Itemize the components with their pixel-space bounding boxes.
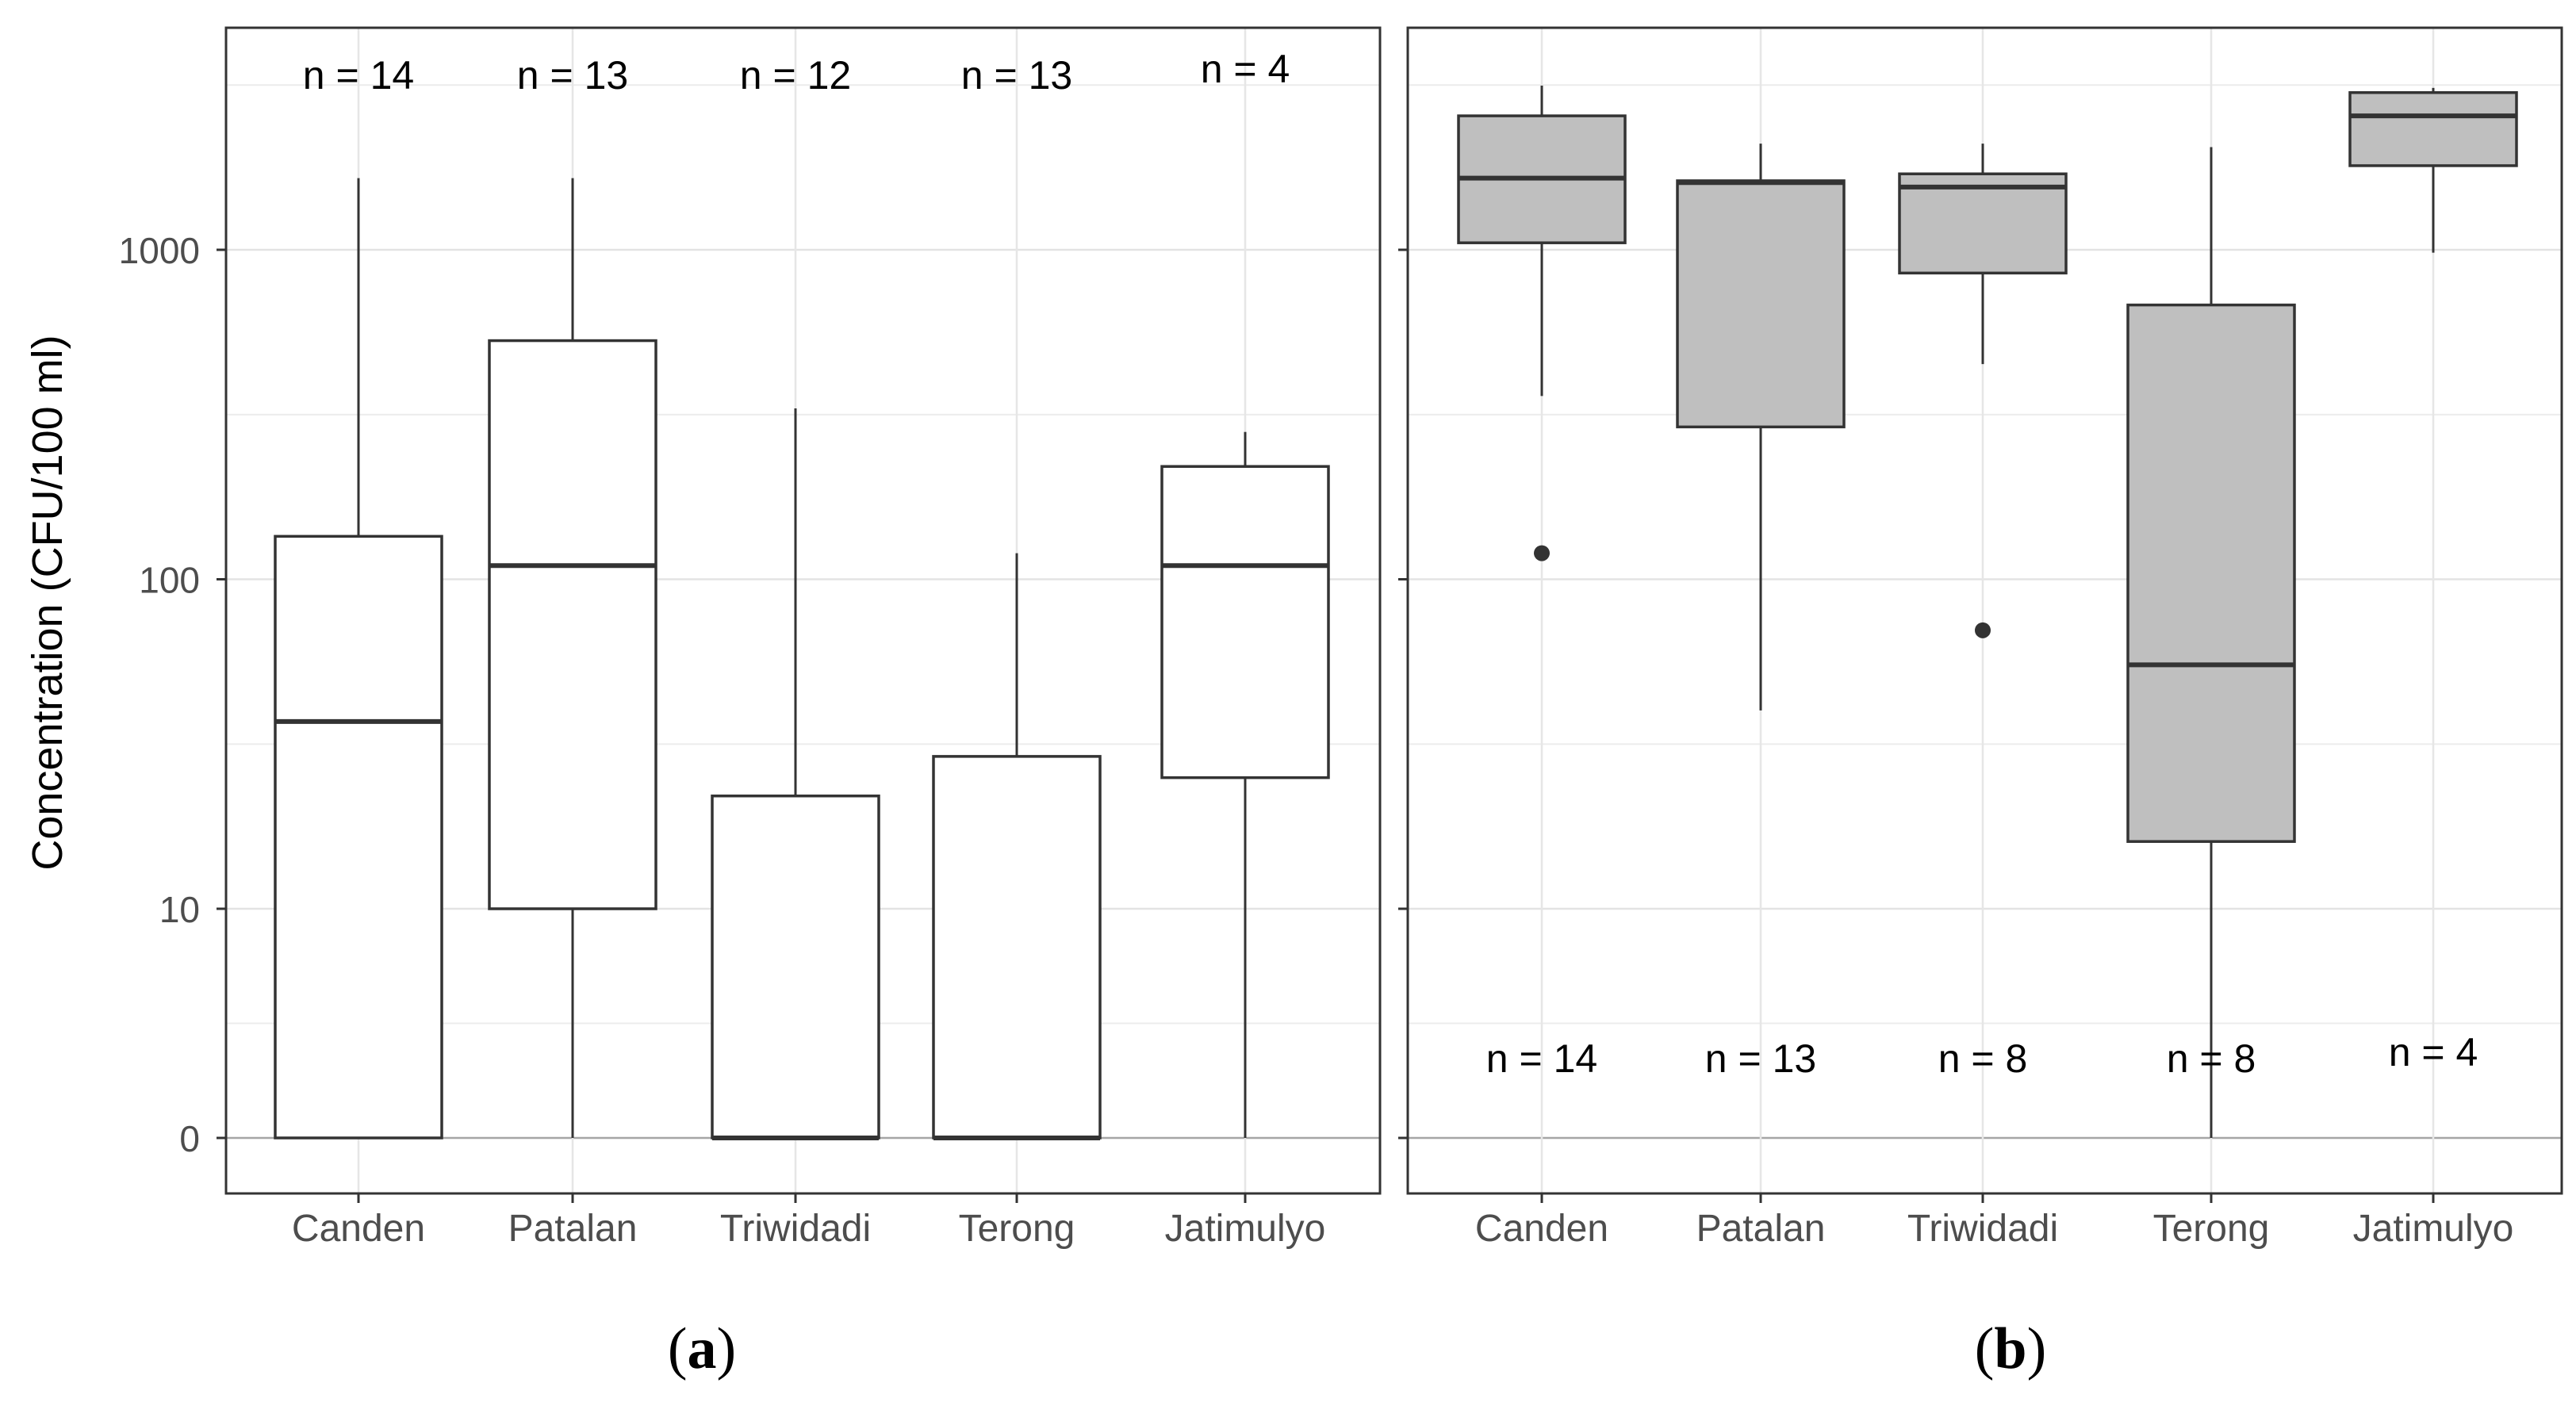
n-label-patalan: n = 13 [1705, 1036, 1816, 1081]
panel-a-letter: a [688, 1316, 717, 1381]
panel-a-frame [224, 26, 1382, 1195]
y-axis: 0 10 100 1000 [119, 230, 200, 1159]
panel-b-marks [1457, 85, 2518, 1138]
x-tick-label-triwidadi: Triwidadi [1907, 1208, 2058, 1250]
box-jatimulyo [2348, 87, 2518, 253]
x-tick-label-triwidadi: Triwidadi [720, 1208, 871, 1250]
x-tick-label-patalan: Patalan [508, 1208, 638, 1250]
box-patalan [1676, 144, 1846, 711]
box-rect [488, 339, 657, 910]
panel-b-plot: n = 14 n = 13 n = 8 n = 8 n = 4 Canden Patala… [1398, 26, 2563, 1250]
y-tick-label-0: 0 [179, 1118, 200, 1159]
y-tick-label-1000: 1000 [119, 230, 200, 271]
box-rect [2126, 303, 2296, 843]
n-label-terong: n = 13 [961, 53, 1072, 98]
n-label-jatimulyo: n = 4 [2389, 1030, 2478, 1074]
x-tick-label-canden: Canden [1475, 1208, 1608, 1250]
outlier-point [1534, 545, 1550, 561]
panel-a-caption: (a) [668, 1316, 736, 1381]
panel-b-letter: b [1994, 1316, 2026, 1381]
y-tick-label-100: 100 [139, 560, 200, 601]
y-axis-title: Concentration (CFU/100 ml) [24, 335, 71, 870]
n-label-triwidadi: n = 12 [740, 53, 851, 98]
n-label-canden: n = 14 [1486, 1036, 1597, 1081]
n-label-canden: n = 14 [303, 53, 414, 98]
box-canden [274, 178, 443, 1140]
box-rect [1898, 172, 2068, 275]
box-rect [2348, 91, 2518, 167]
n-label-patalan: n = 13 [517, 53, 628, 98]
n-label-jatimulyo: n = 4 [1201, 47, 1290, 91]
box-patalan [488, 178, 657, 1138]
panel-b-n-labels: n = 14 n = 13 n = 8 n = 8 n = 4 [1486, 1030, 2478, 1081]
y-tick-label-10: 10 [159, 889, 200, 930]
panel-a-marks [274, 178, 1330, 1140]
box-rect [1676, 179, 1846, 429]
x-tick-label-terong: Terong [959, 1208, 1075, 1250]
box-rect [274, 534, 443, 1140]
box-rect [1160, 465, 1330, 780]
box-triwidadi [711, 408, 880, 1140]
panel-a-x-axis: Canden Patalan Triwidadi Terong Jatimulyo [217, 248, 1326, 1250]
box-canden [1457, 85, 1627, 561]
x-tick-label-canden: Canden [292, 1208, 425, 1250]
box-rect [711, 794, 880, 1140]
box-terong [932, 553, 1102, 1140]
x-tick-label-patalan: Patalan [1696, 1208, 1826, 1250]
panel-b-frame [1406, 26, 2563, 1195]
n-label-triwidadi: n = 8 [1938, 1036, 2028, 1081]
box-rect [932, 755, 1102, 1140]
panel-b-x-axis: Canden Patalan Triwidadi Terong Jatimulyo [1398, 248, 2514, 1250]
panel-a-n-labels: n = 14 n = 13 n = 12 n = 13 n = 4 [303, 47, 1290, 98]
box-terong [2126, 147, 2296, 1138]
box-triwidadi [1898, 144, 2068, 638]
panel-a-plot: n = 14 n = 13 n = 12 n = 13 n = 4 Canden Pata… [217, 26, 1382, 1250]
panel-b-caption: (b) [1975, 1316, 2046, 1381]
x-tick-label-jatimulyo: Jatimulyo [1165, 1208, 1326, 1250]
n-label-terong: n = 8 [2167, 1036, 2256, 1081]
outlier-point [1975, 622, 1991, 638]
x-tick-label-jatimulyo: Jatimulyo [2353, 1208, 2514, 1250]
box-jatimulyo [1160, 431, 1330, 1138]
x-tick-label-terong: Terong [2153, 1208, 2270, 1250]
